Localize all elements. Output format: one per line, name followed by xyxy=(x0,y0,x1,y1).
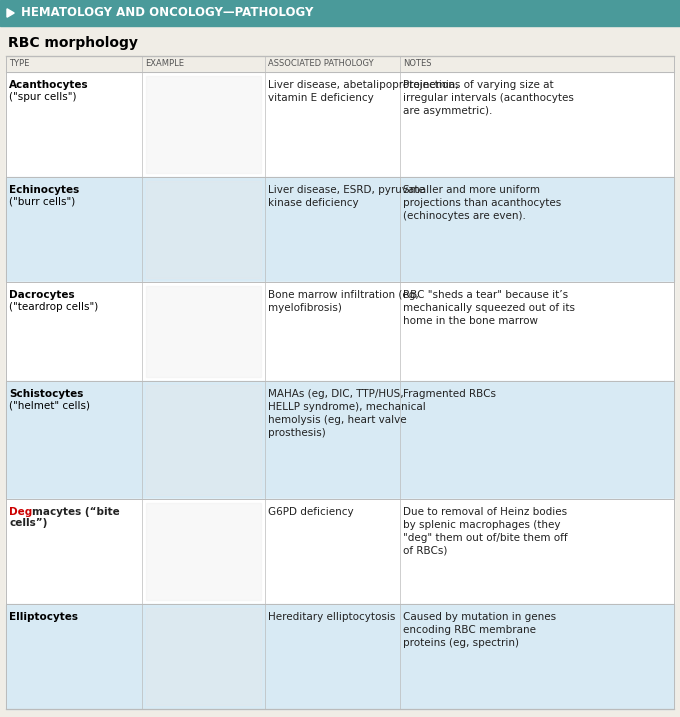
Text: macytes (“bite: macytes (“bite xyxy=(32,507,120,517)
Text: ("burr cells"): ("burr cells") xyxy=(9,196,75,206)
Bar xyxy=(146,385,261,495)
Bar xyxy=(146,608,261,705)
Text: HEMATOLOGY AND ONCOLOGY—PATHOLOGY: HEMATOLOGY AND ONCOLOGY—PATHOLOGY xyxy=(21,6,313,19)
Text: Elliptocytes: Elliptocytes xyxy=(9,612,78,622)
Text: TYPE: TYPE xyxy=(9,60,29,69)
Text: Schistocytes: Schistocytes xyxy=(9,389,84,399)
Bar xyxy=(146,503,261,600)
Bar xyxy=(6,604,674,709)
Text: Smaller and more uniform
projections than acanthocytes
(echinocytes are even).: Smaller and more uniform projections tha… xyxy=(403,185,561,221)
Text: Echinocytes: Echinocytes xyxy=(9,185,80,195)
Bar xyxy=(6,282,674,381)
Bar xyxy=(0,0,680,26)
Text: NOTES: NOTES xyxy=(403,60,432,69)
Text: RBC "sheds a tear" because it’s
mechanically squeezed out of its
home in the bon: RBC "sheds a tear" because it’s mechanic… xyxy=(403,290,575,326)
Text: G6PD deficiency: G6PD deficiency xyxy=(268,507,354,517)
Text: ("teardrop cells"): ("teardrop cells") xyxy=(9,302,98,312)
Polygon shape xyxy=(7,9,14,17)
Text: Acanthocytes: Acanthocytes xyxy=(9,80,88,90)
Bar xyxy=(146,286,261,377)
Text: MAHAs (eg, DIC, TTP/HUS,
HELLP syndrome), mechanical
hemolysis (eg, heart valve
: MAHAs (eg, DIC, TTP/HUS, HELLP syndrome)… xyxy=(268,389,426,438)
Text: cells”): cells”) xyxy=(9,518,48,528)
Text: RBC morphology: RBC morphology xyxy=(8,36,138,50)
Text: Caused by mutation in genes
encoding RBC membrane
proteins (eg, spectrin): Caused by mutation in genes encoding RBC… xyxy=(403,612,556,648)
Bar xyxy=(6,177,674,282)
Text: ("helmet" cells): ("helmet" cells) xyxy=(9,401,90,410)
Bar xyxy=(6,72,674,177)
Text: ASSOCIATED PATHOLOGY: ASSOCIATED PATHOLOGY xyxy=(268,60,373,69)
Bar xyxy=(6,499,674,604)
Text: Fragmented RBCs: Fragmented RBCs xyxy=(403,389,496,399)
Text: Due to removal of Heinz bodies
by splenic macrophages (they
"deg" them out of/bi: Due to removal of Heinz bodies by spleni… xyxy=(403,507,568,556)
Bar xyxy=(146,181,261,278)
Text: ("spur cells"): ("spur cells") xyxy=(9,92,76,102)
Text: Liver disease, ESRD, pyruvate
kinase deficiency: Liver disease, ESRD, pyruvate kinase def… xyxy=(268,185,425,208)
Text: Hereditary elliptocytosis: Hereditary elliptocytosis xyxy=(268,612,395,622)
Text: EXAMPLE: EXAMPLE xyxy=(145,60,184,69)
Text: Bone marrow infiltration (eg,
myelofibrosis): Bone marrow infiltration (eg, myelofibro… xyxy=(268,290,419,313)
Bar xyxy=(6,381,674,499)
Text: Deg: Deg xyxy=(9,507,32,517)
Text: Liver disease, abetalipoproteinemia,
vitamin E deficiency: Liver disease, abetalipoproteinemia, vit… xyxy=(268,80,458,103)
Text: Projections of varying size at
irregular intervals (acanthocytes
are asymmetric): Projections of varying size at irregular… xyxy=(403,80,574,116)
Text: Dacrocytes: Dacrocytes xyxy=(9,290,75,300)
Bar xyxy=(146,76,261,173)
